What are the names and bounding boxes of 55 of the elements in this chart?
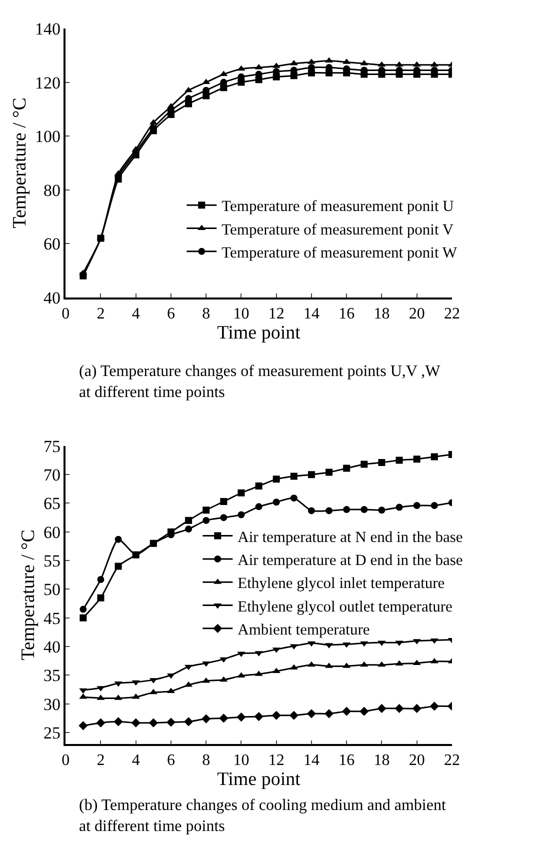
x-tick-label: 2 (96, 752, 105, 769)
text: (b) Temperature changes of cooling medium and ambient at different time points (79, 797, 446, 835)
x-axis-title: Time point (217, 768, 302, 790)
y-tick-label: 70 (43, 466, 60, 485)
x-tick-label: 18 (374, 752, 390, 769)
x-tick-label: 16 (338, 305, 355, 322)
legend-label: Air temperature at N end in the base (238, 528, 463, 546)
legend-label: Temperature of measurement ponit W (222, 244, 458, 262)
x-tick-label: 18 (374, 305, 390, 322)
legend-label: Ethylene glycol inlet temperature (238, 575, 445, 592)
x-tick-label: 0 (62, 752, 70, 769)
legend-label: Ethylene glycol outlet temperature (238, 598, 453, 616)
legend-label: Temperature of measurement ponit U (222, 198, 454, 216)
x-tick-label: 12 (268, 752, 284, 769)
legend-label: Temperature of measurement ponit V (222, 221, 454, 238)
y-tick-label: 60 (43, 234, 60, 254)
x-tick-label: 12 (268, 305, 284, 322)
y-tick-label: 120 (34, 73, 60, 92)
legend-label: Ambient temperature (238, 621, 370, 638)
y-tick-label: 65 (43, 494, 60, 514)
y-tick-label: 75 (43, 436, 60, 456)
x-tick-label: 14 (303, 305, 320, 322)
x-tick-label: 10 (233, 752, 250, 769)
x-axis-title: Time point (217, 322, 302, 344)
x-tick-label: 20 (408, 305, 425, 322)
y-tick-label: 50 (43, 580, 60, 600)
x-tick-label: 22 (444, 752, 460, 769)
y-tick-label: 35 (43, 666, 60, 686)
y-tick-label: 80 (43, 180, 60, 200)
x-tick-label: 2 (96, 305, 105, 322)
y-tick-label: 30 (43, 694, 60, 714)
x-tick-label: 4 (132, 752, 140, 769)
y-tick-label: 100 (34, 127, 60, 146)
x-tick-label: 0 (62, 305, 70, 322)
x-tick-label: 8 (202, 305, 210, 322)
x-tick-label: 20 (408, 752, 425, 769)
y-tick-label: 140 (34, 20, 60, 38)
y-axis-title: Temperature / °C (9, 98, 30, 228)
text: (a) Temperature changes of measurement points U,V ,W at different time points (79, 363, 442, 401)
y-tick-label: 55 (43, 552, 60, 571)
x-tick-label: 10 (233, 305, 250, 322)
x-tick-label: 16 (338, 752, 355, 769)
y-tick-label: 40 (43, 288, 60, 308)
y-tick-label: 45 (43, 608, 60, 628)
x-tick-label: 22 (444, 305, 460, 322)
x-tick-label: 6 (166, 752, 175, 769)
x-tick-label: 14 (303, 752, 320, 769)
x-tick-label: 8 (202, 752, 210, 769)
y-tick-label: 60 (43, 522, 60, 542)
legend-label: Air temperature at D end in the base (238, 552, 463, 569)
x-tick-label: 4 (132, 305, 140, 322)
y-tick-label: 40 (43, 638, 60, 657)
x-tick-label: 6 (166, 305, 175, 322)
y-tick-label: 25 (43, 724, 60, 743)
y-axis-title: Temperature / °C (18, 530, 39, 660)
